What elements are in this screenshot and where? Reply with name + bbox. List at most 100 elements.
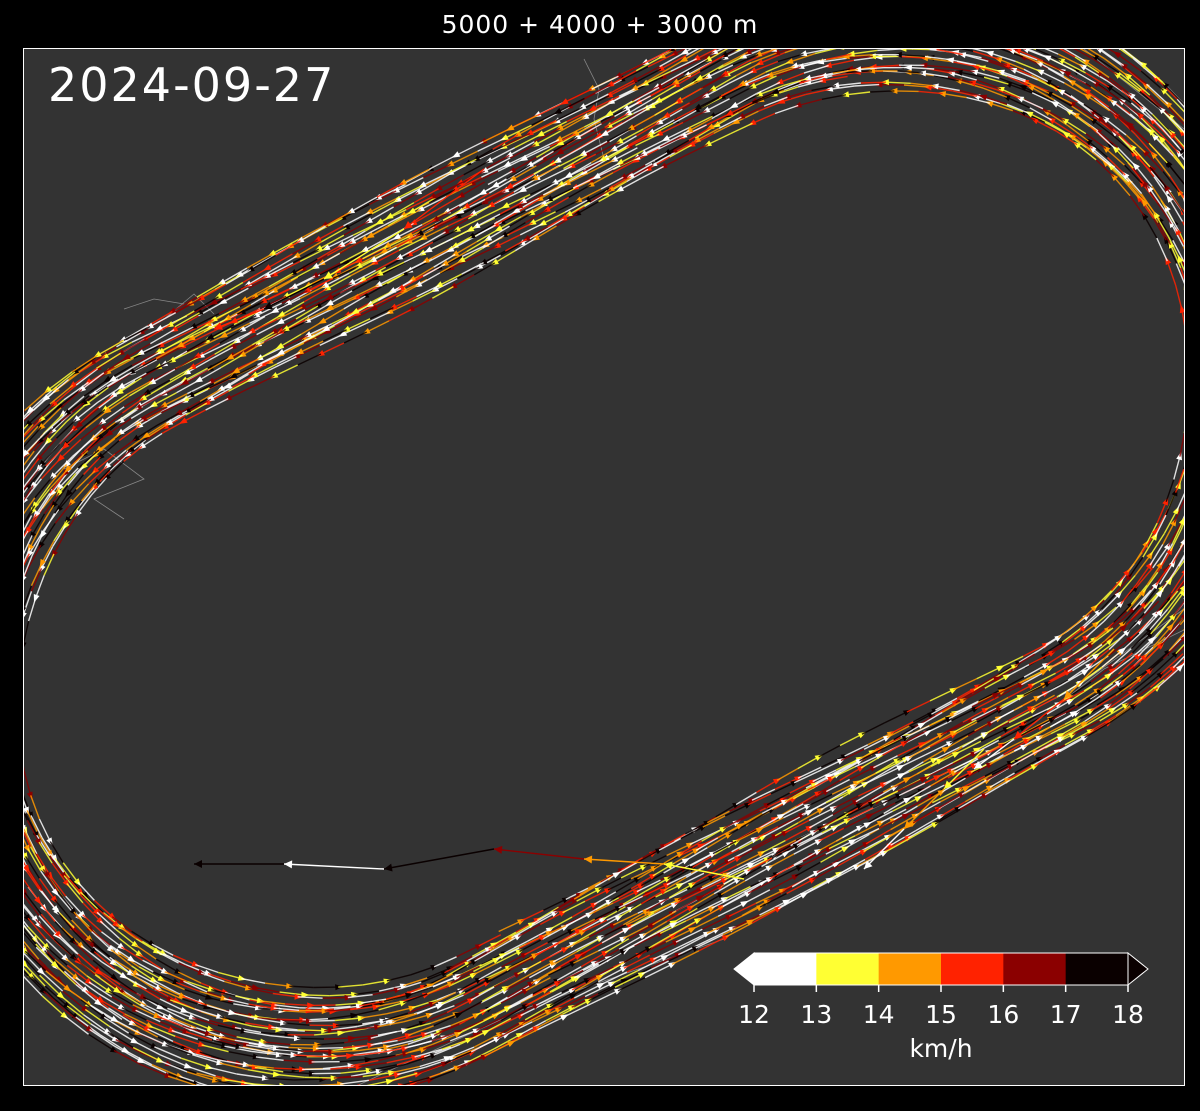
track-segment (366, 311, 391, 324)
track-segment (94, 453, 116, 472)
track-segment (832, 68, 859, 74)
track-segment (897, 70, 923, 74)
track-segment (118, 937, 140, 955)
track-segment (476, 228, 500, 243)
track-segment (531, 911, 554, 925)
track-segment (297, 996, 323, 999)
speed-arrow (24, 612, 27, 618)
track-segment (1169, 244, 1182, 269)
track-segment (106, 460, 125, 479)
track-segment (958, 80, 984, 89)
track-segment (1022, 111, 1046, 123)
track-segment (872, 739, 895, 753)
track-segment (489, 937, 512, 952)
track-segment (284, 1003, 311, 1007)
track-segment (40, 523, 56, 546)
track-segment (473, 245, 498, 258)
track-segment (65, 895, 84, 916)
track-segment (797, 756, 820, 770)
track-segment (1179, 432, 1184, 457)
track-segment (114, 438, 137, 455)
track-segment (680, 826, 704, 840)
track-segment (1022, 643, 1047, 657)
track-segment (1135, 564, 1151, 586)
track-segment (1146, 564, 1162, 586)
track-segment (1163, 510, 1178, 534)
track-segment (615, 878, 638, 893)
track-segment (227, 386, 252, 400)
track-segment (1066, 636, 1087, 653)
track-segment (161, 978, 185, 991)
track-segment (1057, 622, 1078, 639)
track-segment (558, 894, 580, 908)
track-segment (547, 213, 570, 228)
track-segment (658, 837, 682, 851)
track-segment (1145, 522, 1158, 545)
track-segment (759, 798, 784, 812)
track-segment (248, 987, 273, 995)
track-segment (644, 152, 668, 166)
track-segment (542, 218, 564, 232)
track-segment (27, 544, 42, 569)
track-segment (439, 259, 462, 274)
track-segment (62, 862, 79, 883)
track-segment (51, 862, 68, 884)
track-segment (1018, 649, 1040, 664)
track-segment (783, 81, 808, 91)
track-segment (832, 71, 858, 77)
track-segment (75, 470, 96, 490)
track-segment (1038, 636, 1059, 651)
track-segment (1107, 610, 1128, 630)
track-segment (178, 962, 202, 974)
track-segment (249, 999, 275, 1006)
track-segment (1113, 604, 1132, 624)
track-segment (883, 711, 908, 724)
track-segment (807, 72, 833, 80)
track-segment (421, 972, 445, 983)
track-segment (758, 84, 784, 96)
track-segment (839, 733, 863, 747)
track-segment (935, 85, 960, 92)
track-segment (449, 955, 473, 969)
track-segment (1126, 551, 1143, 573)
track-segment (758, 101, 782, 112)
track-segment (471, 943, 495, 958)
track-segment (894, 90, 919, 93)
track-segment (70, 483, 90, 504)
track-segment (53, 520, 68, 542)
track-segment (446, 962, 469, 977)
track-segment (431, 285, 454, 299)
track-segment (24, 553, 30, 567)
track-segment (220, 376, 242, 390)
track-segment (663, 154, 687, 168)
track-segment (66, 882, 84, 904)
track-segment (379, 290, 404, 303)
track-segment (231, 980, 256, 989)
track-segment (935, 697, 958, 711)
track-segment (663, 833, 686, 847)
track-segment (183, 409, 206, 423)
track-segment (450, 256, 475, 269)
track-segment (576, 888, 600, 902)
track-segment (265, 982, 290, 987)
track-segment (31, 513, 46, 536)
track-segment (933, 74, 959, 82)
track-segment (1166, 260, 1177, 286)
track-segment (1118, 574, 1136, 595)
track-segment (299, 1007, 326, 1009)
track-segment (805, 88, 830, 96)
track-segment (224, 980, 249, 989)
track-segment (1165, 207, 1180, 232)
track-segment (563, 205, 585, 220)
track-segment (24, 813, 38, 836)
track-segment (870, 90, 895, 93)
track-segment (272, 356, 297, 369)
track-segment (594, 873, 617, 888)
track-segment (31, 533, 44, 557)
track-segment (724, 804, 749, 817)
track-segment (908, 66, 935, 70)
track-segment (24, 770, 32, 796)
track-segment (774, 104, 799, 115)
track-segment (619, 177, 642, 191)
track-segment (403, 977, 428, 987)
